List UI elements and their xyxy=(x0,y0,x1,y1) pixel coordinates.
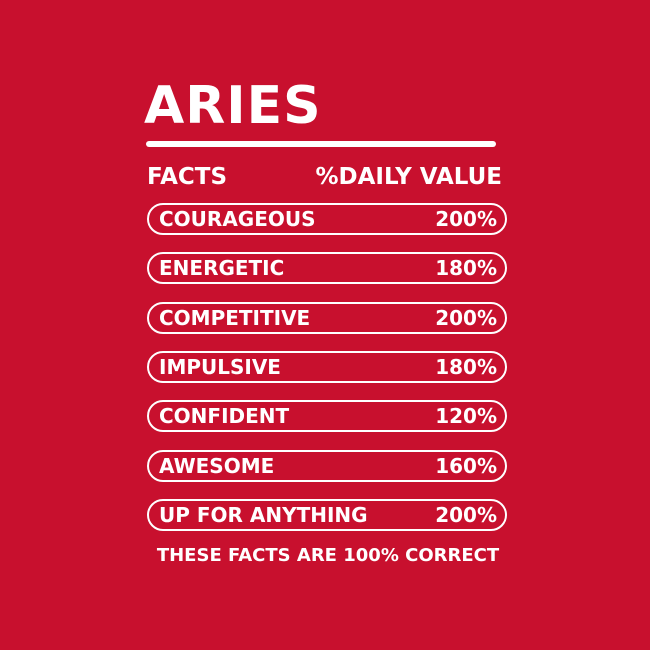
daily-value-header: %DAILY VALUE xyxy=(315,164,503,190)
fact-value: 200% xyxy=(435,207,497,231)
fact-value: 200% xyxy=(435,502,497,527)
fact-label: COURAGEOUS xyxy=(159,207,316,231)
fact-label: UP FOR ANYTHING xyxy=(159,502,368,527)
fact-label: COMPETITIVE xyxy=(159,305,311,330)
fact-label: ENERGETIC xyxy=(159,256,285,281)
fact-row: COMPETITIVE 200% xyxy=(147,301,507,334)
fact-label: CONFIDENT xyxy=(159,404,290,429)
fact-row: ENERGETIC 180% xyxy=(147,252,507,285)
title: ARIES xyxy=(144,76,322,136)
fact-row: COURAGEOUS 200% xyxy=(147,203,507,235)
facts-header: FACTS xyxy=(147,164,228,190)
divider xyxy=(146,141,496,147)
fact-value: 180% xyxy=(435,354,497,379)
fact-value: 200% xyxy=(435,305,497,330)
fact-row: UP FOR ANYTHING 200% xyxy=(147,498,507,531)
footer-note: THESE FACTS ARE 100% CORRECT xyxy=(156,545,500,566)
fact-label: AWESOME xyxy=(159,453,275,478)
fact-row: AWESOME 160% xyxy=(147,449,507,482)
fact-value: 120% xyxy=(435,404,497,429)
fact-label: IMPULSIVE xyxy=(159,354,281,379)
fact-row: IMPULSIVE 180% xyxy=(147,350,507,383)
fact-value: 160% xyxy=(435,453,497,478)
fact-value: 180% xyxy=(435,256,497,281)
fact-row: CONFIDENT 120% xyxy=(147,400,507,433)
